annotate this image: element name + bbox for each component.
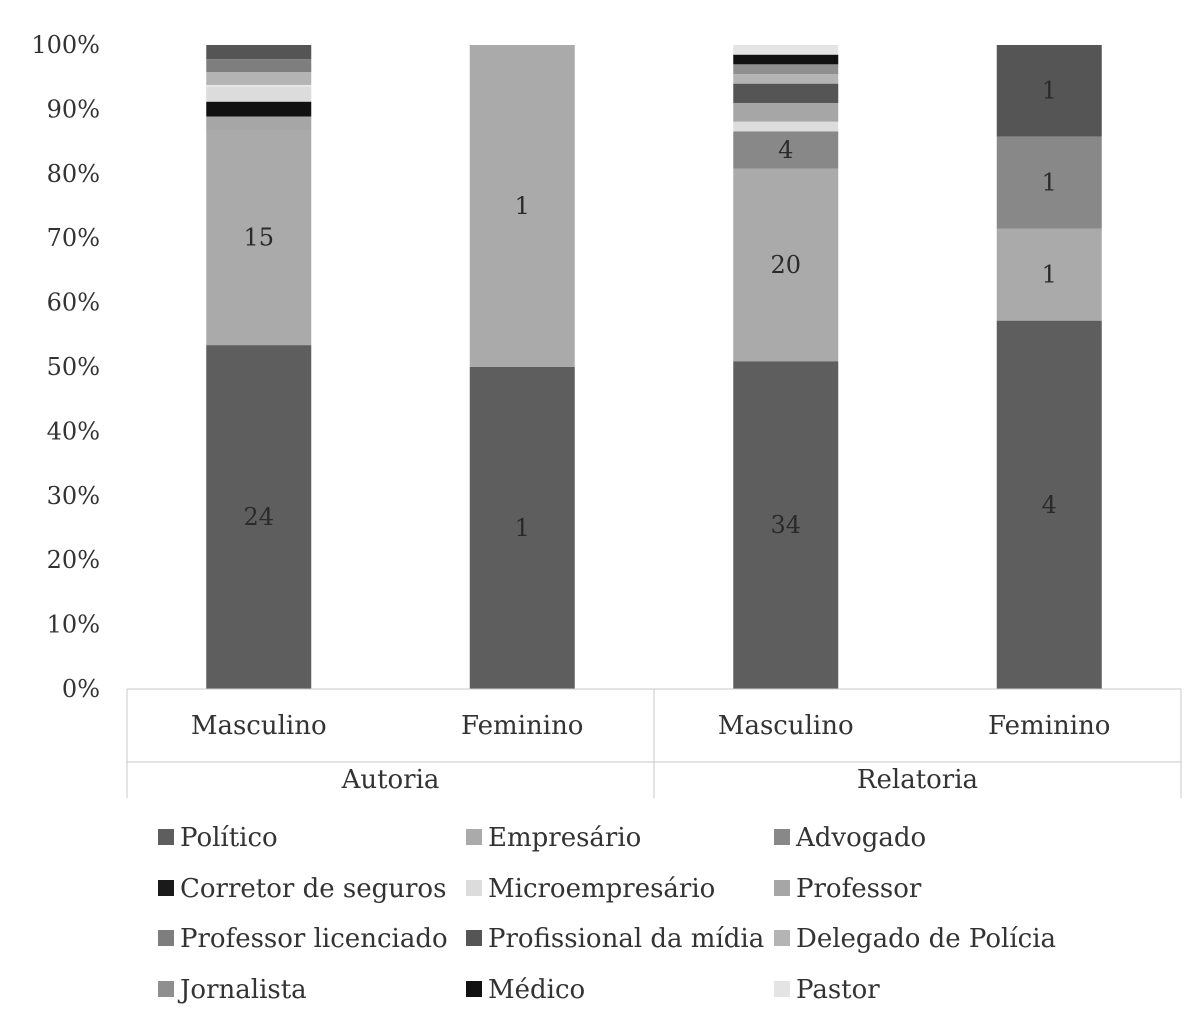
bar-segment	[996, 228, 1102, 321]
legend-swatch	[466, 829, 482, 845]
y-tick-label: 40%	[47, 417, 100, 445]
legend-swatch	[774, 880, 790, 896]
y-tick-label: 50%	[47, 353, 100, 381]
legend-swatch	[158, 880, 174, 896]
legend-label: Delegado de Polícia	[796, 924, 1056, 954]
legend: Político Empresário Advogado Corretor de se…	[158, 823, 1056, 1005]
bar-segment	[206, 86, 312, 102]
data-label: 1	[515, 514, 530, 542]
bar-segment	[996, 45, 1102, 137]
bar-segment	[733, 131, 839, 169]
category-label: Masculino	[718, 711, 854, 741]
data-label: 1	[1042, 77, 1057, 105]
y-tick-label: 80%	[47, 160, 100, 188]
category-label: Feminino	[988, 711, 1110, 741]
legend-label: Jornalista	[177, 975, 307, 1005]
bar-segment	[733, 54, 839, 65]
legend-swatch	[774, 981, 790, 997]
legend-swatch	[466, 981, 482, 997]
bar-segment	[733, 102, 839, 122]
bar-segment	[206, 116, 312, 131]
legend-swatch	[774, 930, 790, 946]
bar-segment	[733, 168, 839, 362]
legend-label: Advogado	[795, 823, 926, 853]
y-axis-ticks: 0% 10% 20% 30% 40% 50% 60% 70% 80% 90% 100%	[31, 31, 100, 703]
legend-label: Médico	[488, 975, 585, 1005]
data-labels: 24 15 1 1 34 20 4 4 1 1 1	[243, 77, 1056, 542]
data-label: 4	[778, 136, 793, 164]
bar-segment	[206, 101, 312, 117]
group-label: Relatoria	[857, 765, 978, 795]
data-label: 34	[770, 511, 801, 539]
legend-label: Empresário	[488, 823, 641, 853]
data-label: 1	[515, 192, 530, 220]
bar-segment	[206, 130, 312, 346]
legend-swatch	[774, 829, 790, 845]
y-tick-label: 70%	[47, 224, 100, 252]
bar-segment	[206, 59, 312, 73]
y-tick-label: 20%	[47, 546, 100, 574]
legend-label: Professor	[796, 874, 922, 904]
y-tick-label: 90%	[47, 95, 100, 123]
data-label: 1	[1042, 261, 1057, 289]
legend-swatch	[158, 829, 174, 845]
bar-segment	[733, 73, 839, 84]
y-tick-label: 60%	[47, 289, 100, 317]
bar-segment	[206, 345, 312, 689]
legend-label: Pastor	[796, 975, 880, 1005]
y-tick-label: 30%	[47, 482, 100, 510]
bar-segment	[469, 45, 575, 367]
bar-segment	[996, 320, 1102, 689]
category-axis: Masculino Feminino Autoria Masculino Feminin…	[126, 688, 1182, 798]
legend-label: Professor licenciado	[180, 924, 448, 954]
bar-segment	[996, 136, 1102, 229]
legend-label: Profissional da mídia	[488, 924, 764, 954]
data-label: 1	[1042, 168, 1057, 196]
bar-segment	[733, 45, 839, 55]
y-tick-label: 100%	[31, 31, 100, 59]
bar-segment	[733, 64, 839, 74]
category-label: Feminino	[461, 711, 583, 741]
legend-label: Político	[180, 823, 278, 853]
legend-swatch	[158, 981, 174, 997]
bar-segment	[733, 121, 839, 132]
data-label: 20	[770, 251, 801, 279]
y-tick-label: 0%	[62, 675, 100, 703]
legend-swatch	[466, 930, 482, 946]
y-tick-label: 10%	[47, 611, 100, 639]
bar-segment	[206, 45, 312, 60]
bars	[206, 45, 1102, 689]
legend-label: Microempresário	[488, 874, 715, 904]
legend-swatch	[466, 880, 482, 896]
data-label: 4	[1042, 491, 1057, 519]
legend-swatch	[158, 930, 174, 946]
legend-label: Corretor de seguros	[180, 874, 446, 904]
bar-segment	[469, 367, 575, 689]
category-label: Masculino	[191, 711, 327, 741]
bar-segment	[206, 72, 312, 85]
data-label: 24	[243, 503, 274, 531]
bar-segment	[733, 361, 839, 689]
group-label: Autoria	[341, 765, 440, 795]
data-label: 15	[243, 224, 274, 252]
bar-segment	[206, 84, 312, 87]
bar-segment	[733, 83, 839, 103]
